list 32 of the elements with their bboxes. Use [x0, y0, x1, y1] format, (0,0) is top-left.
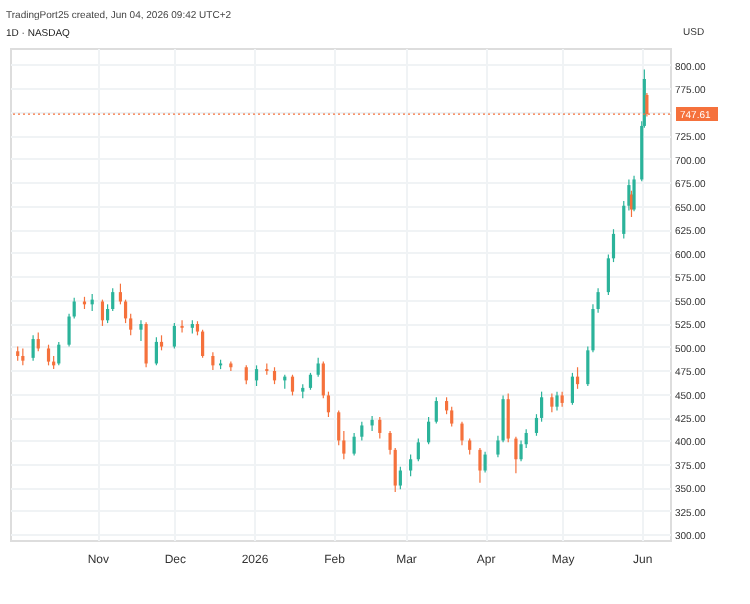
candlestick — [460, 421, 464, 446]
candlestick — [139, 319, 143, 342]
candlestick — [144, 321, 148, 368]
candlestick — [378, 416, 382, 440]
candlestick — [555, 391, 559, 412]
candlestick — [483, 451, 487, 473]
candlestick — [172, 322, 176, 350]
candlestick — [31, 334, 35, 362]
candlestick — [409, 453, 413, 477]
candlestick — [514, 436, 518, 474]
candlestick — [360, 421, 364, 442]
candlestick — [290, 374, 295, 396]
candlestick — [154, 336, 158, 366]
candlestick — [352, 432, 356, 457]
candlestick — [427, 416, 431, 445]
candlestick — [36, 331, 40, 352]
candlestick — [550, 392, 554, 413]
candlestick — [478, 447, 482, 484]
candlestick — [506, 392, 510, 443]
candlestick — [398, 466, 402, 490]
candlestick — [180, 319, 184, 334]
candlestick — [229, 361, 233, 372]
candlestick — [254, 364, 259, 387]
candlestick — [570, 372, 575, 406]
candlestick — [57, 341, 61, 366]
candlestick — [244, 364, 248, 385]
candlestick — [100, 299, 105, 327]
candlestick — [434, 396, 438, 425]
candlestick — [316, 357, 320, 378]
candlestick — [416, 438, 420, 462]
candlestick — [201, 329, 205, 359]
candlestick — [46, 344, 51, 366]
